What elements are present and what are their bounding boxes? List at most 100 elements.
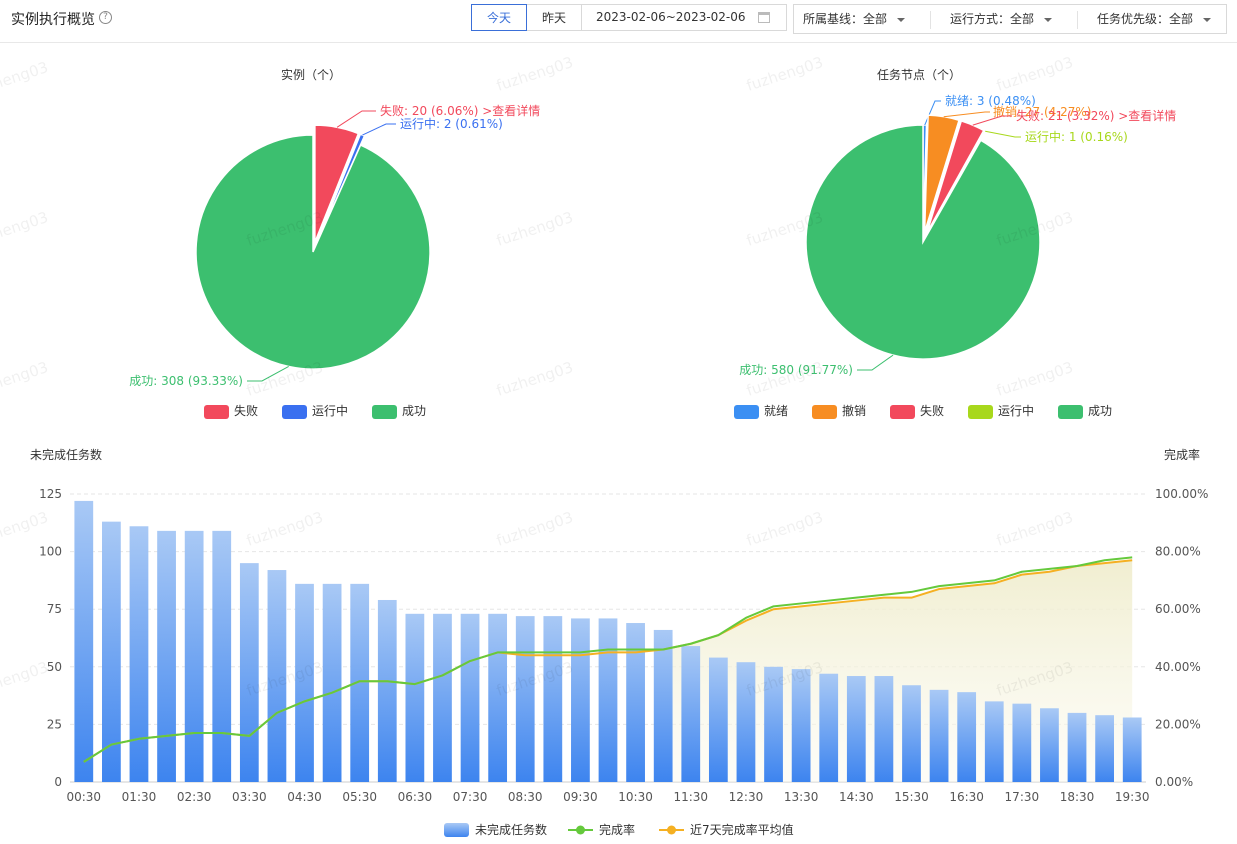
slice-label: 成功: 580 (91.77%) — [739, 363, 853, 377]
slice-label: 成功: 308 (93.33%) — [129, 374, 243, 388]
pie-slice — [805, 124, 1041, 360]
y-tick-label: 50 — [47, 660, 62, 674]
bar — [212, 530, 232, 782]
slice-label: 失败: 21 (3.32%) >查看详情 — [1016, 108, 1176, 123]
x-tick-label: 04:30 — [287, 790, 322, 804]
page-title: 实例执行概览 — [11, 12, 95, 28]
x-tick-label: 00:30 — [66, 790, 101, 804]
bar — [1012, 703, 1032, 782]
today-button[interactable]: 今天 — [471, 4, 527, 31]
y-tick-label: 125 — [39, 487, 62, 501]
legend-label: 未完成任务数 — [475, 822, 547, 837]
date-range-picker[interactable]: 2023-02-06~2023-02-06 — [581, 4, 787, 31]
y2-tick-label: 0.00% — [1155, 775, 1193, 789]
legend-item[interactable]: 运行中 — [282, 402, 348, 419]
completion-line — [83, 556, 1133, 763]
x-tick-label: 13:30 — [784, 790, 819, 804]
leader-line — [857, 354, 894, 371]
priority-filter-label: 任务优先级：全部 — [1097, 12, 1194, 26]
slice-label: 失败: 20 (6.06%) >查看详情 — [380, 103, 540, 118]
chevron-down-icon — [897, 17, 906, 22]
legend-swatch — [444, 823, 469, 837]
x-tick-label: 14:30 — [839, 790, 874, 804]
leader-line — [943, 111, 990, 118]
y2-tick-label: 40.00% — [1155, 660, 1201, 674]
bar — [957, 692, 977, 782]
legend-label: 运行中 — [998, 404, 1035, 418]
bar — [405, 613, 425, 782]
nodes-pie-title: 任务节点（个） — [876, 68, 961, 82]
y-tick-label: 75 — [47, 602, 62, 616]
x-tick-label: 09:30 — [563, 790, 598, 804]
bar — [157, 530, 176, 782]
bar — [874, 676, 894, 782]
calendar-icon — [758, 12, 770, 23]
baseline-filter[interactable]: 所属基线：全部 — [803, 5, 906, 33]
bar — [102, 521, 121, 782]
legend-label: 就绪 — [764, 404, 789, 418]
bar — [902, 685, 921, 782]
bar — [1095, 715, 1114, 782]
legend-label: 失败 — [234, 404, 259, 418]
legend-swatch — [204, 404, 229, 419]
x-tick-label: 16:30 — [949, 790, 984, 804]
x-tick-label: 01:30 — [122, 790, 157, 804]
bar — [929, 689, 949, 782]
help-icon[interactable]: ? — [99, 11, 112, 24]
bar — [515, 616, 535, 782]
filter-group: 所属基线：全部 运行方式：全部 任务优先级：全部 — [793, 4, 1227, 34]
legend-label: 完成率 — [599, 822, 635, 837]
left-axis-title: 未完成任务数 — [30, 448, 103, 462]
run-mode-filter-label: 运行方式：全部 — [950, 12, 1035, 26]
bar — [846, 676, 866, 782]
x-tick-label: 07:30 — [453, 790, 488, 804]
bar — [819, 673, 839, 782]
chevron-down-icon — [1044, 17, 1053, 22]
x-tick-label: 12:30 — [729, 790, 764, 804]
slice-label: 撤销: 27 (4.27%) — [993, 104, 1091, 119]
legend-label: 撤销 — [842, 404, 867, 418]
legend-item[interactable]: 就绪 — [734, 402, 788, 419]
legend-item[interactable]: 失败 — [204, 402, 258, 419]
x-tick-label: 10:30 — [618, 790, 653, 804]
bar — [764, 666, 783, 782]
bar — [322, 583, 342, 782]
legend-item[interactable]: 撤销 — [812, 402, 866, 419]
x-tick-label: 18:30 — [1060, 790, 1095, 804]
bar — [460, 613, 480, 782]
run-mode-filter[interactable]: 运行方式：全部 — [950, 5, 1053, 33]
legend-item[interactable]: 成功 — [1058, 402, 1112, 419]
bar — [74, 500, 94, 782]
legend-item[interactable]: 失败 — [890, 402, 944, 419]
legend-label: 运行中 — [312, 404, 349, 418]
toolbar: 实例执行概览 ? 今天 昨天 2023-02-06~2023-02-06 所属基… — [0, 0, 1237, 43]
bar — [1122, 717, 1142, 782]
y2-tick-label: 100.00% — [1155, 487, 1208, 501]
legend-dot — [667, 825, 676, 835]
bar — [626, 623, 645, 782]
x-tick-label: 05:30 — [342, 790, 377, 804]
bar — [488, 613, 508, 782]
instances-pie-title: 实例（个） — [280, 68, 341, 82]
legend-swatch — [1058, 404, 1083, 419]
bar — [736, 662, 756, 782]
legend-label: 成功 — [402, 404, 427, 418]
pie-slice — [195, 134, 431, 370]
legend-swatch — [812, 404, 837, 419]
slice-label: 运行中: 2 (0.61%) — [400, 116, 503, 131]
legend-item[interactable]: 成功 — [372, 402, 426, 419]
legend-swatch — [968, 404, 993, 419]
legend-item[interactable]: 运行中 — [968, 402, 1034, 419]
x-tick-label: 08:30 — [508, 790, 543, 804]
legend-dot — [576, 825, 585, 835]
date-range-value: 2023-02-06~2023-02-06 — [596, 10, 746, 24]
bar — [571, 618, 590, 782]
bar — [1067, 712, 1087, 782]
x-tick-label: 11:30 — [673, 790, 708, 804]
slice-label: 就绪: 3 (0.48%) — [945, 94, 1036, 108]
x-tick-label: 03:30 — [232, 790, 267, 804]
priority-filter[interactable]: 任务优先级：全部 — [1097, 5, 1212, 33]
right-axis-title: 完成率 — [1164, 448, 1201, 462]
